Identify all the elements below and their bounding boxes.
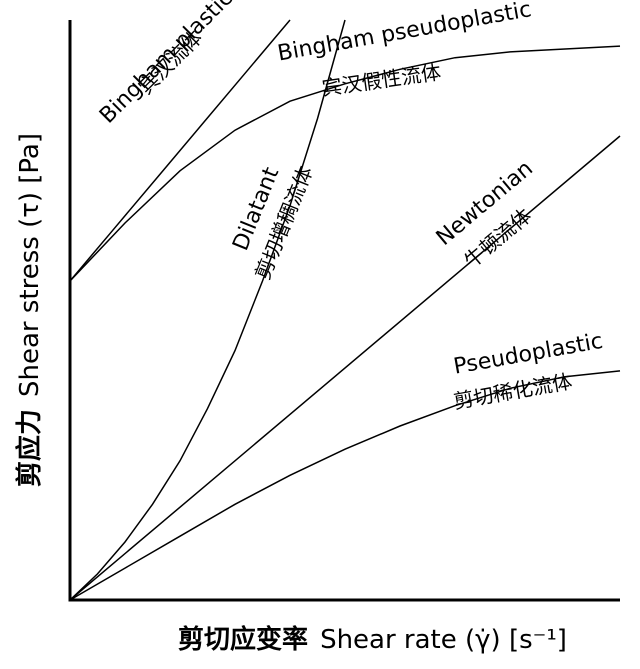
pseudoplastic-label-en: Pseudoplastic [452, 329, 605, 380]
pseudoplastic-curve [70, 371, 620, 600]
newtonian-curve [70, 136, 620, 600]
bingham_pseudoplastic-label-en: Bingham pseudoplastic [276, 0, 534, 67]
bingham_pseudoplastic-label-zh: 宾汉假性流体 [320, 60, 442, 100]
y-axis-label: 剪应力Shear stress (τ) [Pa] [14, 133, 45, 487]
rheology-chart: Bingham plastic宾汉流体Bingham pseudoplastic… [0, 0, 640, 669]
axes [70, 20, 620, 600]
x-axis-label: 剪切应变率Shear rate (γ̇) [s⁻¹] [178, 624, 567, 655]
